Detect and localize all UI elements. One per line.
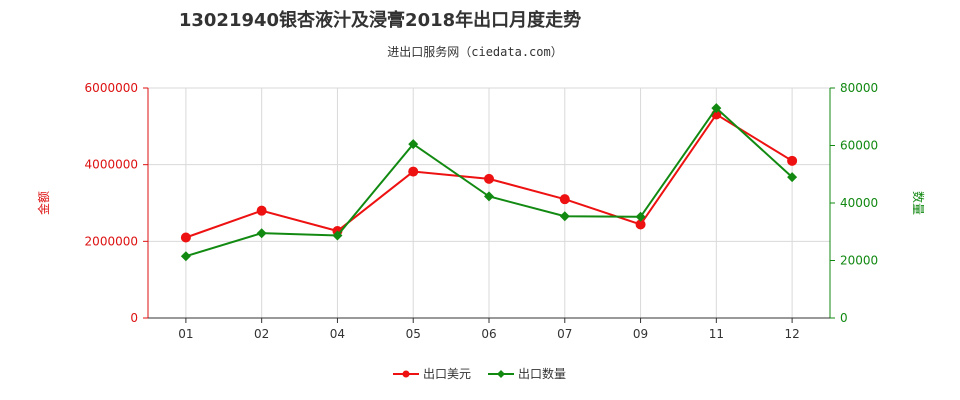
data-point <box>559 211 570 222</box>
ticks-layer: 0 2000000 4000000 6000000 0 20000 40000 60000 80… <box>85 81 879 341</box>
legend-swatch-marker <box>497 370 505 378</box>
data-point <box>256 228 267 239</box>
data-point <box>559 194 570 205</box>
data-point <box>408 139 419 150</box>
data-point <box>484 191 494 202</box>
x-tick-label: 05 <box>406 327 421 341</box>
x-tick-label: 04 <box>330 327 345 341</box>
x-tick-label: 02 <box>254 327 269 341</box>
data-point <box>256 205 267 216</box>
legend-label: 出口美元 <box>423 367 471 381</box>
x-tick-label: 06 <box>481 327 496 341</box>
x-tick-label: 07 <box>557 327 572 341</box>
y-axis-right-label: 数量 <box>911 191 926 215</box>
data-point <box>787 155 798 166</box>
series-layer <box>180 103 798 262</box>
x-tick-label: 01 <box>178 327 193 341</box>
data-point <box>332 230 343 241</box>
y-right-tick-label: 0 <box>840 311 848 325</box>
chart-subtitle: 进出口服务网（ciedata.com） <box>387 44 562 59</box>
data-point <box>711 103 722 114</box>
y-right-tick-label: 60000 <box>840 139 878 153</box>
data-point <box>635 219 646 230</box>
data-point <box>787 172 798 183</box>
y-left-tick-label: 0 <box>130 311 138 325</box>
data-point <box>484 173 494 184</box>
legend-item: 出口美元 <box>393 367 471 381</box>
grid-layer <box>148 87 830 319</box>
y-right-tick-label: 40000 <box>840 196 878 210</box>
legend: 出口美元 出口数量 <box>393 366 566 381</box>
x-tick-label: 12 <box>784 327 799 341</box>
y-axis-left-label: 金额 <box>36 191 51 215</box>
series-2 <box>180 103 798 262</box>
chart-title: 13021940银杏液汁及浸膏2018年出口月度走势 <box>179 9 581 31</box>
y-right-tick-label: 20000 <box>840 254 878 268</box>
x-tick-label: 09 <box>633 327 648 341</box>
legend-swatch-marker <box>402 370 410 378</box>
legend-item: 出口数量 <box>488 366 566 381</box>
data-point <box>635 211 646 222</box>
y-left-tick-label: 4000000 <box>85 158 138 172</box>
series-1 <box>180 109 798 243</box>
y-left-tick-label: 2000000 <box>85 234 138 248</box>
legend-label: 出口数量 <box>518 366 566 381</box>
data-point <box>180 232 191 243</box>
data-point <box>180 251 191 262</box>
y-right-tick-label: 80000 <box>840 81 878 95</box>
data-point <box>408 166 419 177</box>
x-tick-label: 11 <box>709 327 724 341</box>
y-left-tick-label: 6000000 <box>85 81 138 95</box>
